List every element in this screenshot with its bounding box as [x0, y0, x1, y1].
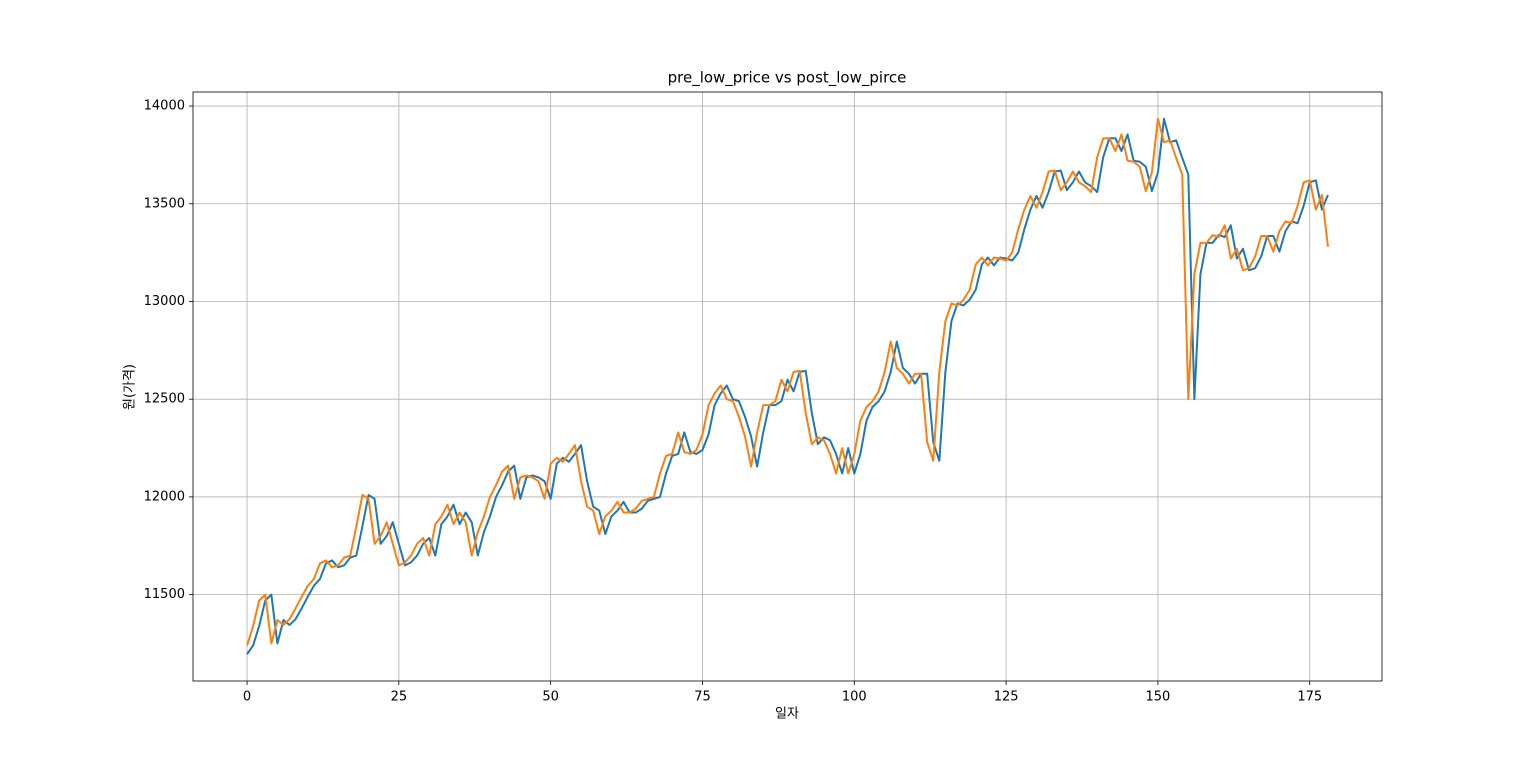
y-tick-label: 12500	[144, 392, 185, 407]
chart-title: pre_low_price vs post_low_pirce	[668, 69, 907, 88]
data-line	[246, 117, 1329, 655]
y-tick-label: 14000	[144, 99, 185, 114]
x-axis-label: 일자	[775, 707, 799, 722]
data-line	[246, 117, 1329, 646]
grid-layer: 0 25 50 75 100 125 150 175 11500 12000 12500 13000 1…	[144, 92, 1382, 705]
plot-frame	[192, 91, 1383, 682]
y-tick-label: 11500	[144, 587, 185, 602]
line-layer	[246, 117, 1329, 655]
y-tick-label: 12000	[144, 489, 185, 504]
x-tick-label: 175	[1297, 690, 1322, 705]
x-tick-label: 25	[391, 690, 408, 705]
y-tick-label: 13000	[144, 294, 185, 309]
x-tick-label: 100	[842, 690, 867, 705]
x-tick-label: 0	[243, 690, 251, 705]
x-tick-label: 125	[994, 690, 1019, 705]
x-tick-label: 150	[1146, 690, 1171, 705]
y-tick-label: 13500	[144, 196, 185, 211]
x-tick-label: 50	[542, 690, 559, 705]
x-tick-label: 75	[694, 690, 711, 705]
y-axis-label: 원(가격)	[123, 364, 138, 410]
